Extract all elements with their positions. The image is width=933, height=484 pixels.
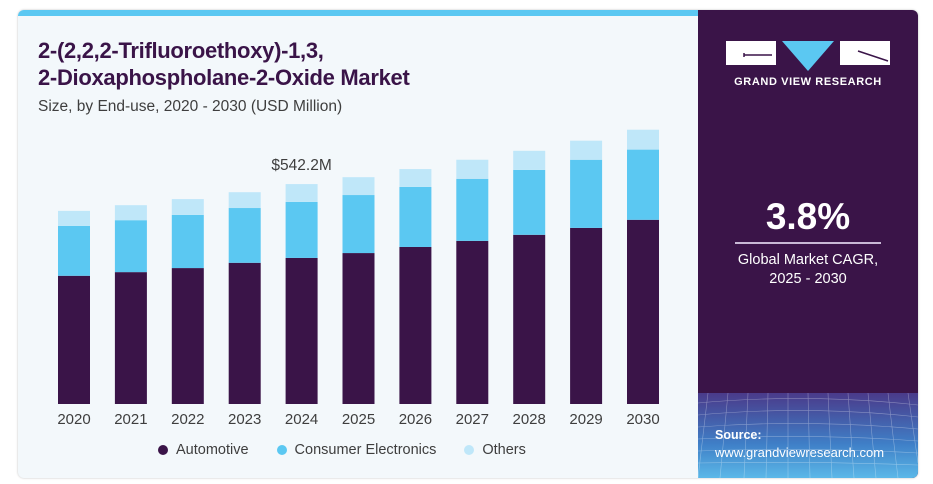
bar-automotive-2021: [114, 272, 147, 404]
bar-others-2024: [285, 184, 318, 202]
bar-automotive-2030: [627, 219, 659, 404]
bar-others-2029: [570, 140, 603, 160]
bar-automotive-2027: [456, 240, 489, 404]
bar-others-2026: [399, 169, 432, 187]
mesh-decoration: [698, 393, 918, 478]
bar-others-2027: [456, 159, 489, 179]
bar-automotive-2024: [285, 257, 318, 404]
chart-card: 2-(2,2,2-Trifluoroethoxy)-1,3, 2-Dioxaph…: [18, 10, 918, 478]
bar-consumer-electronics-2027: [456, 178, 489, 241]
bar-consumer-electronics-2023: [228, 208, 261, 263]
accent-bar: [18, 10, 698, 16]
gvr-logo-icon: [726, 41, 890, 71]
x-tick-label: 2022: [171, 411, 204, 428]
x-tick-label: 2021: [114, 411, 147, 428]
bar-others-2020: [58, 210, 90, 226]
source-label: Source:: [715, 428, 762, 442]
bar-others-2023: [228, 192, 261, 209]
bar-others-2025: [342, 177, 375, 196]
x-tick-label: 2027: [456, 411, 489, 428]
bar-consumer-electronics-2022: [171, 214, 204, 269]
bar-consumer-electronics-2026: [399, 186, 432, 247]
bar-consumer-electronics-2024: [285, 201, 318, 258]
chart-title: 2-(2,2,2-Trifluoroethoxy)-1,3, 2-Dioxaph…: [38, 37, 410, 91]
cagr-divider: [735, 242, 881, 244]
cagr-value: 3.8%: [765, 196, 851, 237]
bar-automotive-2025: [342, 253, 375, 404]
cagr-label-line-1: Global Market CAGR,: [737, 252, 879, 268]
legend-dot-consumer-electronics: [276, 445, 287, 455]
data-label-2024: $542.2M: [271, 157, 331, 174]
bar-automotive-2029: [570, 227, 603, 404]
legend-dot-others: [464, 445, 475, 455]
x-tick-label: 2020: [57, 411, 90, 428]
brand-name: GRAND VIEW RESEARCH: [734, 76, 882, 88]
bar-automotive-2023: [228, 262, 261, 404]
cagr-label: Global Market CAGR, 2025 - 2030: [698, 251, 918, 289]
legend: Automotive Consumer Electronics Others: [158, 442, 554, 458]
bar-automotive-2022: [171, 268, 204, 404]
bar-consumer-electronics-2020: [58, 225, 90, 276]
x-tick-label: 2026: [399, 411, 432, 428]
x-tick-label: 2028: [513, 411, 546, 428]
legend-item-automotive: Automotive: [158, 442, 249, 458]
bar-consumer-electronics-2025: [342, 195, 375, 254]
cagr-label-line-2: 2025 - 2030: [769, 271, 847, 287]
side-panel: GRAND VIEW RESEARCH 3.8% Global Market C…: [698, 10, 918, 478]
bar-consumer-electronics-2021: [114, 220, 147, 273]
bar-automotive-2026: [399, 246, 432, 404]
source-url[interactable]: www.grandviewresearch.com: [715, 445, 885, 460]
legend-label-automotive: Automotive: [176, 442, 249, 458]
bar-automotive-2028: [513, 234, 546, 404]
bar-others-2021: [114, 205, 147, 221]
x-tick-label: 2030: [626, 411, 659, 428]
source-background: [698, 393, 918, 478]
legend-item-others: Others: [464, 442, 526, 458]
legend-label-others: Others: [482, 442, 526, 458]
chart-subtitle: Size, by End-use, 2020 - 2030 (USD Milli…: [38, 98, 343, 115]
legend-item-consumer-electronics: Consumer Electronics: [276, 442, 437, 458]
x-tick-label: 2023: [228, 411, 261, 428]
bar-chart: 2020 2021 2022 2023 2024 $542.2M 2025 2026 2027 2…: [57, 129, 660, 428]
bar-others-2030: [627, 129, 659, 150]
bar-consumer-electronics-2029: [570, 159, 603, 228]
x-tick-label: 2025: [342, 411, 375, 428]
title-line-2: 2-Dioxaphospholane-2-Oxide Market: [38, 65, 410, 90]
bar-consumer-electronics-2030: [627, 149, 659, 220]
bar-consumer-electronics-2028: [513, 169, 546, 235]
legend-dot-automotive: [158, 445, 168, 455]
x-tick-label: 2029: [569, 411, 602, 428]
bar-others-2022: [171, 199, 204, 215]
bar-others-2028: [513, 150, 546, 170]
bar-automotive-2020: [58, 275, 90, 404]
x-tick-label: 2024: [285, 411, 318, 428]
title-line-1: 2-(2,2,2-Trifluoroethoxy)-1,3,: [38, 38, 324, 63]
legend-label-consumer-electronics: Consumer Electronics: [294, 442, 437, 458]
